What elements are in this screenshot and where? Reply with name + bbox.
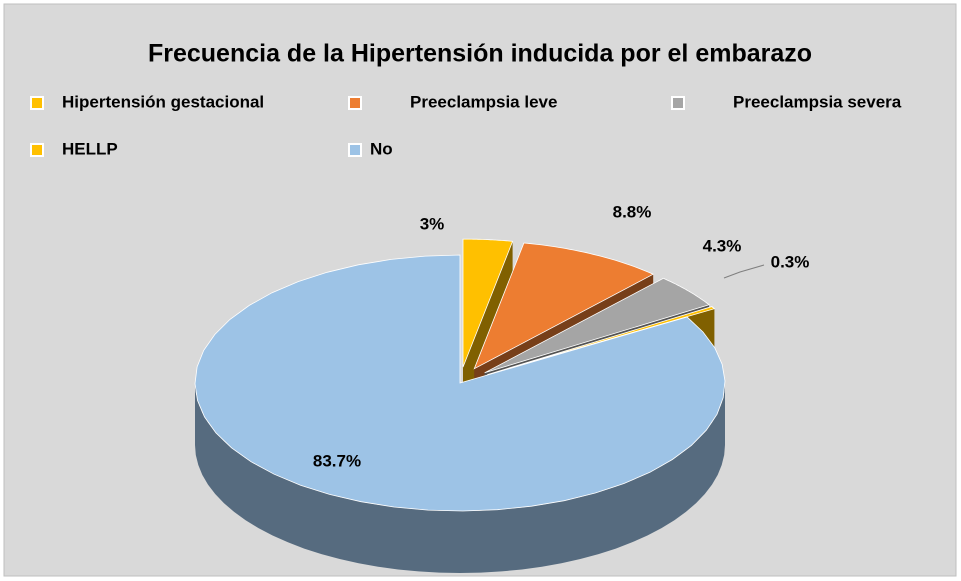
data-label: 4.3%	[703, 236, 742, 255]
leader-line	[723, 264, 765, 279]
slice	[484, 277, 711, 374]
legend-label: No	[370, 139, 393, 158]
slice-side	[195, 383, 725, 573]
slice	[194, 254, 726, 512]
legend-marker	[671, 96, 685, 110]
data-label: 8.8%	[613, 202, 652, 221]
legend-label: Preeclampsia leve	[410, 92, 557, 111]
legend-marker	[30, 143, 44, 157]
legend-label: Hipertensión gestacional	[62, 92, 264, 111]
legend-marker	[348, 96, 362, 110]
legend-label: HELLP	[62, 139, 118, 158]
legend-marker	[30, 96, 44, 110]
legend-marker	[348, 143, 362, 157]
slice	[473, 242, 655, 370]
slice	[487, 306, 716, 375]
data-label: 83.7%	[313, 451, 361, 470]
slice	[462, 238, 514, 368]
chart-title: Frecuencia de la Hipertensión inducida p…	[148, 40, 812, 68]
legend-label: Preeclampsia severa	[733, 92, 902, 111]
data-label: 3%	[420, 214, 445, 233]
data-label: 0.3%	[771, 252, 810, 271]
